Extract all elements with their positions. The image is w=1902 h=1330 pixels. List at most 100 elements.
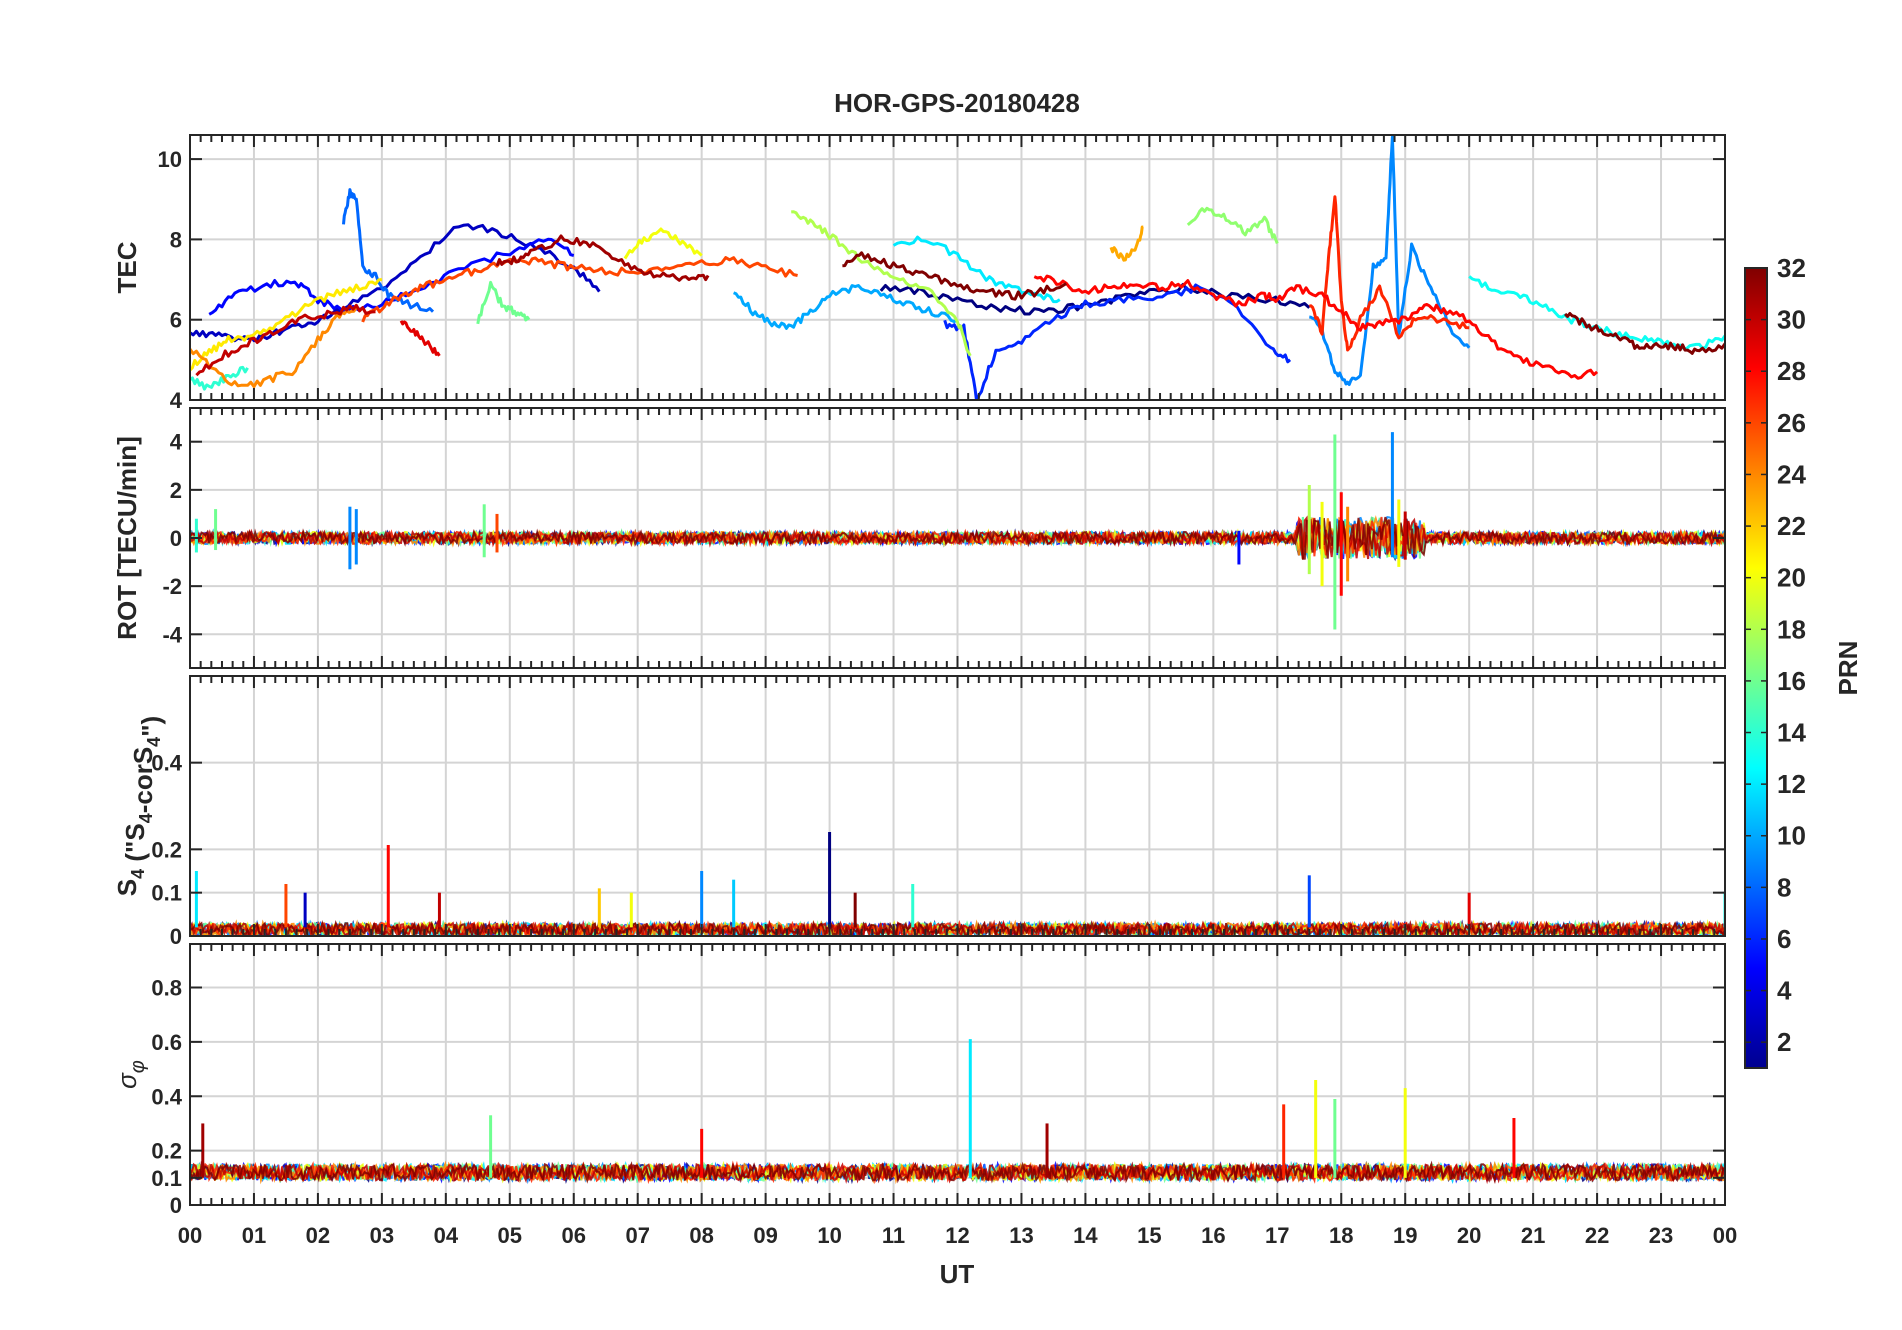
- panel-2: -4 -2 0 2 4 ROT [TECU/min]: [112, 407, 1726, 669]
- x-tick-label: 14: [1073, 1223, 1098, 1248]
- y-tick-label: -4: [162, 622, 182, 647]
- colorbar-gradient: [1744, 267, 1768, 1069]
- series-prn-14: [190, 365, 249, 391]
- x-tick-label: 19: [1393, 1223, 1417, 1248]
- series-prn-32: [190, 516, 1725, 560]
- x-tick-label: 07: [625, 1223, 649, 1248]
- y-tick-label: 0: [170, 526, 182, 551]
- series-prn-21: [190, 278, 383, 372]
- x-tick-label: 18: [1329, 1223, 1353, 1248]
- y-axis-label: σφ: [112, 1060, 149, 1089]
- x-tick-label: 03: [370, 1223, 394, 1248]
- colorbar-tick-label: 26: [1777, 408, 1806, 438]
- series-prn-32: [190, 1160, 1725, 1185]
- colorbar-tick-label: 2: [1777, 1027, 1791, 1057]
- x-tick-label: 08: [689, 1223, 713, 1248]
- x-tick-label: 22: [1585, 1223, 1609, 1248]
- x-tick-label: 04: [434, 1223, 459, 1248]
- x-tick-label: 05: [498, 1223, 522, 1248]
- y-tick-label: 8: [170, 227, 182, 252]
- series-prn-26: [361, 256, 798, 323]
- colorbar-tick-label: 24: [1777, 459, 1806, 489]
- panel-4: 00.10.2 0.4 0.6 0.8 σφ: [112, 943, 1726, 1218]
- colorbar-tick-label: 32: [1777, 253, 1806, 283]
- series-prn-20: [623, 227, 703, 260]
- colorbar-tick-label: 10: [1777, 821, 1806, 851]
- y-axis-label: S4 ("S4-corS4"): [112, 716, 166, 896]
- series-prn-28: [1033, 274, 1599, 380]
- x-tick-label: 16: [1201, 1223, 1225, 1248]
- x-tick-label: 23: [1649, 1223, 1673, 1248]
- series-prn-27: [1308, 195, 1470, 352]
- x-tick-label: 06: [562, 1223, 586, 1248]
- y-tick-label: 6: [170, 308, 182, 333]
- y-axis-label: TEC: [112, 241, 142, 293]
- panel-1: 4 6 8 10 TEC: [112, 134, 1726, 413]
- chart-title: HOR-GPS-20180428: [834, 88, 1080, 118]
- y-tick-label: 0.2: [151, 837, 182, 862]
- x-axis: 00 01 02 03 04 05 06 07 08 09 10 11 12 13 14 15 16 17 18 19…: [178, 1223, 1737, 1248]
- colorbar-label: PRN: [1833, 641, 1863, 696]
- colorbar-tick-label: 8: [1777, 872, 1791, 902]
- y-tick-label: 4: [170, 430, 183, 455]
- colorbar-tick-label: 14: [1777, 718, 1806, 748]
- y-axis-label: ROT [TECU/min]: [112, 436, 142, 640]
- x-tick-label: 20: [1457, 1223, 1481, 1248]
- colorbar-tick-label: 22: [1777, 511, 1806, 541]
- colorbar-tick-label: 16: [1777, 666, 1806, 696]
- data-layer: [190, 135, 1725, 400]
- x-tick-label: 10: [817, 1223, 841, 1248]
- x-tick-label: 13: [1009, 1223, 1033, 1248]
- colorbar-tick-label: 4: [1777, 976, 1792, 1006]
- series-prn-30: [190, 515, 1725, 560]
- panel-3: 0 0.1 0.2 0.4S4 ("S4-corS4"): [112, 675, 1726, 949]
- series-prn-24: [190, 306, 358, 389]
- x-tick-label: 01: [242, 1223, 266, 1248]
- series-prn-30: [195, 303, 376, 377]
- x-tick-label: 11: [882, 1223, 905, 1248]
- series-prn-16: [476, 280, 531, 325]
- y-tick-label: 0.4: [151, 751, 182, 776]
- data-layer: [190, 1039, 1725, 1185]
- y-tick-label: -2: [162, 574, 182, 599]
- x-tick-label: 09: [753, 1223, 777, 1248]
- series-prn-17: [1186, 206, 1279, 244]
- y-tick-label: 0.4: [151, 1084, 182, 1109]
- x-tick-label: 00: [178, 1223, 202, 1248]
- data-layer: [190, 432, 1725, 630]
- y-tick-label: 2: [170, 478, 182, 503]
- y-tick-label: 0.2: [151, 1139, 182, 1164]
- x-tick-label: 12: [945, 1223, 969, 1248]
- series-prn-32: [842, 251, 1067, 301]
- x-tick-label: 00: [1713, 1223, 1737, 1248]
- y-tick-label: 10: [158, 147, 182, 172]
- x-axis-label: UT: [940, 1259, 975, 1289]
- y-tick-label: 0.1: [151, 1166, 182, 1191]
- series-prn-32: [1564, 312, 1725, 355]
- y-tick-label: 0.8: [151, 976, 182, 1001]
- series-prn-23: [1109, 225, 1144, 262]
- x-tick-label: 15: [1137, 1223, 1161, 1248]
- colorbar-tick-label: 30: [1777, 305, 1806, 335]
- y-tick-label: 4: [170, 388, 183, 413]
- series-prn-31: [495, 234, 710, 282]
- series-prn-29: [399, 320, 441, 357]
- series-prn-9: [1309, 135, 1471, 386]
- colorbar-tick-label: 18: [1777, 614, 1806, 644]
- colorbar-tick-label: 20: [1777, 563, 1806, 593]
- series-prn-10: [733, 284, 959, 330]
- x-tick-label: 02: [306, 1223, 330, 1248]
- series-prn-3: [190, 223, 601, 343]
- y-tick-label: 0.6: [151, 1030, 182, 1055]
- colorbar-tick-label: 12: [1777, 769, 1806, 799]
- x-tick-label: 17: [1265, 1223, 1289, 1248]
- y-tick-label: 0: [170, 1193, 182, 1218]
- series-prn-8: [342, 188, 435, 313]
- colorbar-tick-label: 28: [1777, 356, 1806, 386]
- y-tick-label: 0.1: [151, 881, 182, 906]
- x-tick-label: 21: [1521, 1223, 1545, 1248]
- colorbar-tick-label: 6: [1777, 924, 1791, 954]
